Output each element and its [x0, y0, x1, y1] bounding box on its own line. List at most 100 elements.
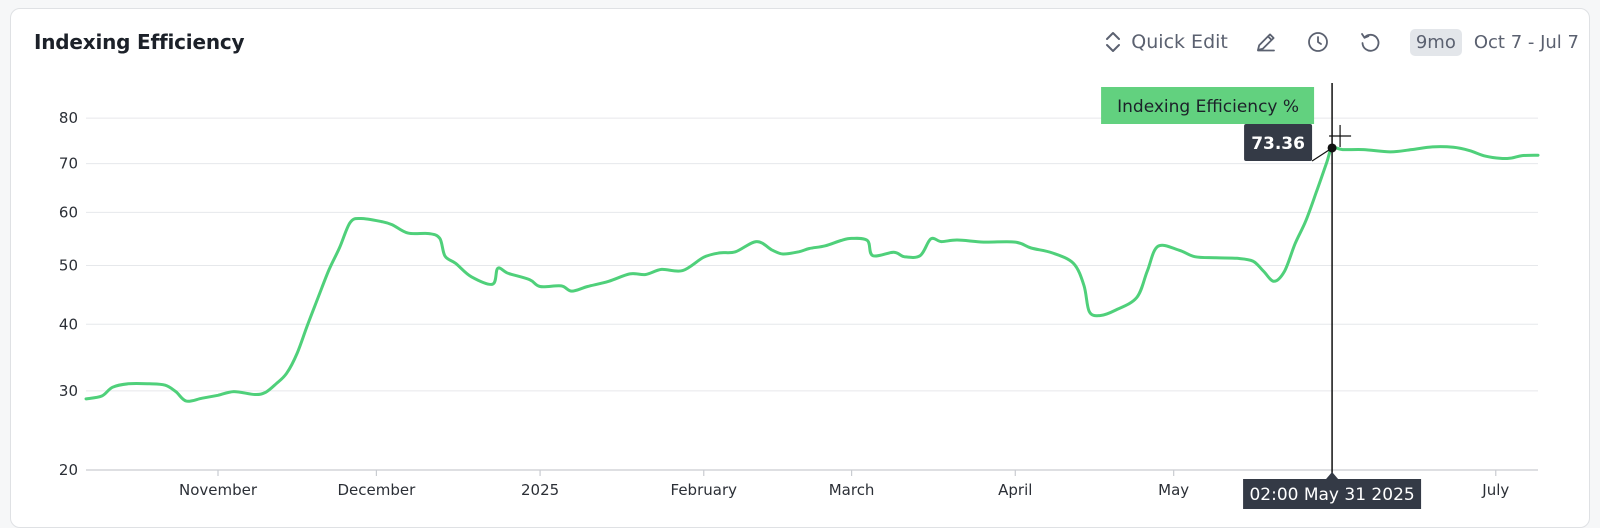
- date-tooltip-label: 02:00 May 31 2025: [1249, 485, 1414, 505]
- x-tick-label: December: [338, 481, 417, 499]
- value-tooltip-bg: [1244, 124, 1313, 161]
- data-point: [929, 237, 933, 241]
- data-point: [390, 223, 394, 227]
- data-point: [1098, 314, 1102, 318]
- data-point: [1251, 259, 1255, 263]
- date-tooltip-bg: [1243, 479, 1422, 509]
- y-tick-label: 80: [59, 109, 78, 127]
- y-tick-label: 50: [59, 257, 78, 275]
- data-point: [1071, 261, 1075, 265]
- data-point: [702, 255, 706, 259]
- y-tick-label: 60: [59, 203, 78, 221]
- data-point: [607, 279, 611, 283]
- data-point: [496, 266, 500, 270]
- data-point: [1362, 148, 1366, 152]
- data-point: [1304, 219, 1308, 223]
- hover-tooltip: Indexing Efficiency % 73.36 02:00 May 31…: [1101, 83, 1422, 509]
- data-point: [506, 271, 510, 275]
- series-tooltip-label: Indexing Efficiency %: [1117, 97, 1299, 117]
- data-point: [232, 390, 236, 394]
- data-point: [469, 275, 473, 279]
- cursor-crosshair-icon: [1329, 124, 1352, 147]
- data-point: [1536, 153, 1540, 157]
- data-point: [644, 272, 648, 276]
- quick-edit-button[interactable]: Quick Edit: [1105, 30, 1228, 54]
- data-point: [1145, 269, 1149, 273]
- data-point: [184, 399, 188, 403]
- data-point: [454, 261, 458, 265]
- reset-button[interactable]: [1358, 30, 1382, 54]
- data-point: [982, 240, 986, 244]
- y-tick-label: 20: [59, 461, 78, 479]
- data-point: [559, 284, 563, 288]
- data-point: [1013, 240, 1017, 244]
- data-point: [264, 390, 268, 394]
- date-tooltip-caret: [1326, 472, 1339, 479]
- x-tick-label: November: [179, 481, 258, 499]
- date-range[interactable]: Oct 7 - Jul 7: [1473, 31, 1579, 53]
- data-point: [797, 250, 801, 254]
- x-tick-label: February: [671, 481, 738, 499]
- data-point: [1283, 269, 1287, 273]
- pencil-icon: [1256, 33, 1275, 52]
- chart-toolbar: Quick Edit 9mo Oct 7 - Jul 7: [1105, 25, 1579, 59]
- line-chart[interactable]: 20 30 40 50 60 70 80 November December 2025 Febru…: [0, 0, 1600, 515]
- data-point: [865, 238, 869, 242]
- data-point: [110, 385, 114, 389]
- data-point: [1214, 256, 1218, 260]
- data-point: [918, 254, 922, 258]
- data-point: [718, 251, 722, 255]
- data-point: [1029, 246, 1033, 250]
- range-badge[interactable]: 9mo: [1409, 28, 1462, 56]
- data-point: [216, 393, 220, 397]
- data-point: [807, 247, 811, 251]
- data-point: [1272, 279, 1276, 283]
- edit-button[interactable]: [1254, 30, 1278, 54]
- data-point: [491, 282, 495, 286]
- chart-title: Indexing Efficiency: [34, 30, 245, 54]
- series-tooltip-bg: [1101, 87, 1315, 124]
- data-point: [871, 254, 875, 258]
- data-point: [902, 255, 906, 259]
- series-line: [84, 145, 1540, 403]
- y-tick-label: 70: [59, 155, 78, 173]
- history-button[interactable]: [1306, 30, 1330, 54]
- clock-icon: [1307, 32, 1328, 52]
- data-point: [174, 390, 178, 394]
- data-point: [406, 231, 410, 235]
- data-point: [1135, 296, 1139, 300]
- data-point: [1156, 244, 1160, 248]
- data-point: [1235, 256, 1239, 260]
- data-point: [1499, 156, 1503, 160]
- data-point: [892, 250, 896, 254]
- data-point: [348, 221, 352, 225]
- chart-grid: [86, 117, 1538, 471]
- data-point: [1430, 145, 1434, 149]
- data-point: [628, 272, 632, 276]
- data-point: [200, 396, 204, 400]
- data-point: [538, 285, 542, 289]
- y-tick-label: 30: [59, 382, 78, 400]
- data-point: [570, 289, 574, 293]
- data-point: [733, 250, 737, 254]
- y-axis: 20 30 40 50 60 70 80: [59, 109, 78, 479]
- data-point: [147, 382, 151, 386]
- data-point: [939, 240, 943, 244]
- value-tooltip-label: 73.36: [1251, 134, 1305, 154]
- data-point: [1193, 255, 1197, 259]
- data-point: [1314, 190, 1318, 194]
- data-point: [1177, 248, 1181, 252]
- data-point: [955, 238, 959, 242]
- data-point: [1087, 309, 1091, 313]
- data-point: [1341, 148, 1345, 152]
- data-point: [1388, 150, 1392, 154]
- data-point: [823, 244, 827, 248]
- data-point: [1293, 242, 1297, 246]
- x-tick-label: July: [1481, 481, 1509, 499]
- data-point: [850, 236, 854, 240]
- y-tick-label: 40: [59, 315, 78, 333]
- data-point: [253, 393, 257, 397]
- data-point: [327, 268, 331, 272]
- data-point: [1467, 149, 1471, 153]
- data-point: [586, 285, 590, 289]
